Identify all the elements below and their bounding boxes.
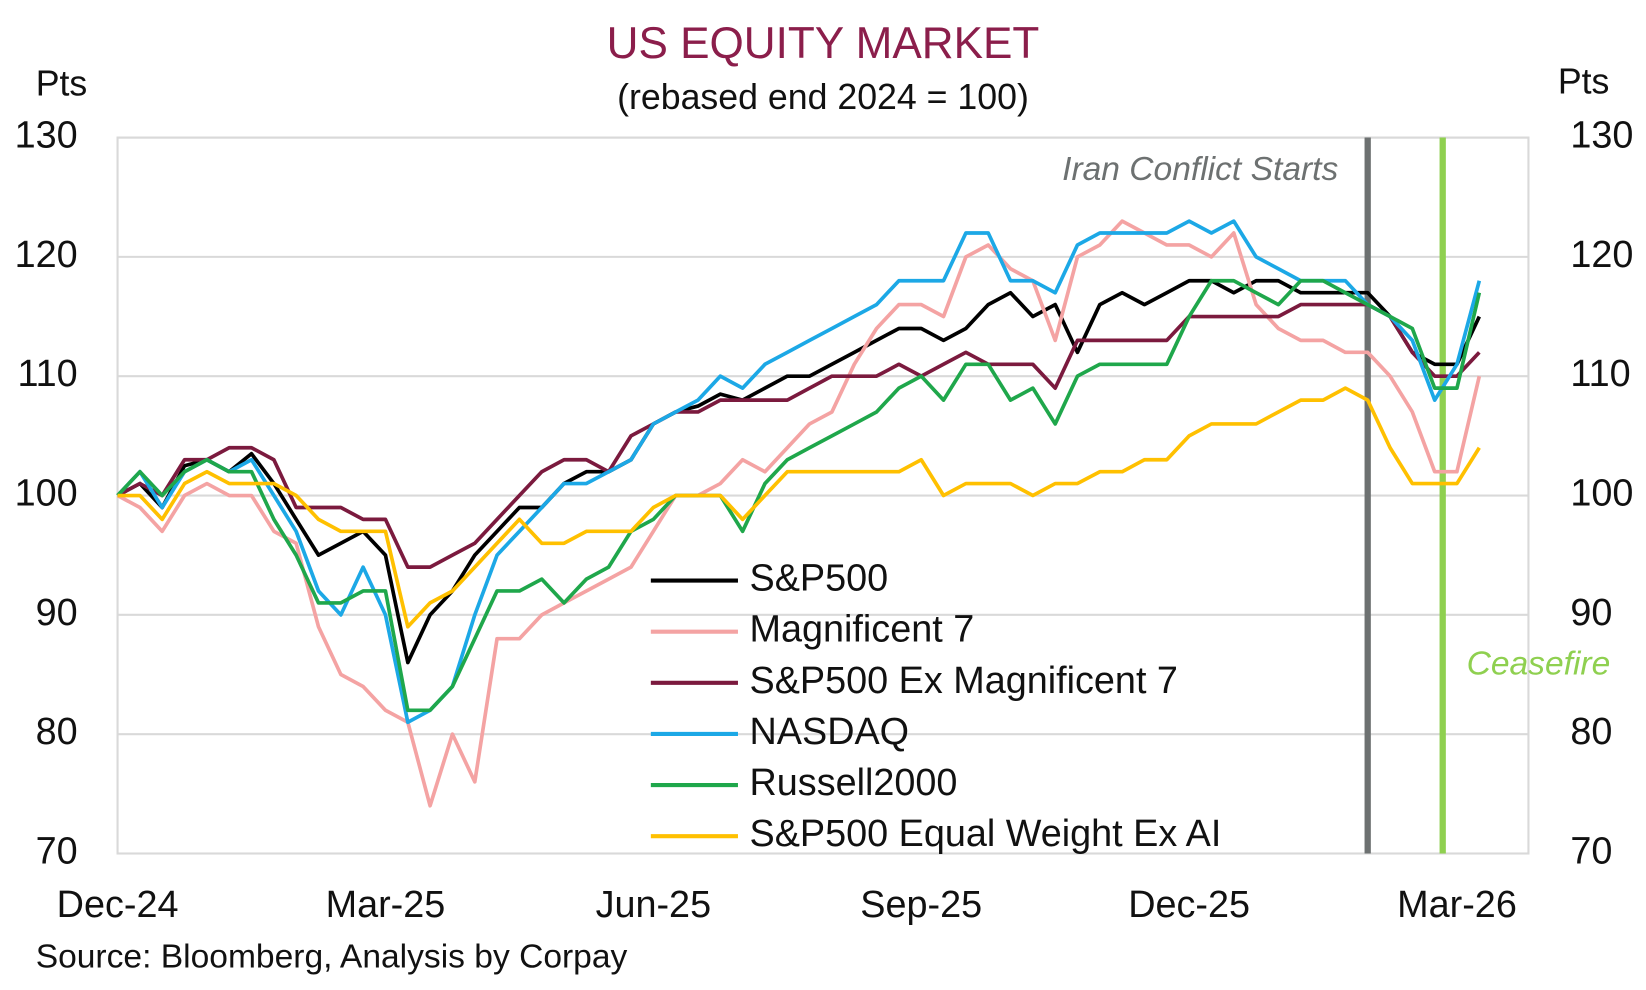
y2-axis-label: Pts: [1558, 61, 1610, 101]
series-line: [116, 302, 1481, 569]
series-line: [116, 278, 1482, 713]
legend-label: S&P500 Ex Magnificent 7: [750, 660, 1178, 702]
series-line: [117, 386, 1481, 629]
y2-tick-label: 80: [1570, 711, 1612, 753]
y-tick-label: 90: [36, 592, 78, 634]
legend-label: NASDAQ: [750, 711, 910, 753]
chart-subtitle: (rebased end 2024 = 100): [617, 77, 1029, 117]
legend-label: Russell2000: [750, 762, 958, 804]
y-tick-label: 80: [36, 711, 78, 753]
y-tick-label: 100: [15, 473, 78, 515]
y-tick-label: 70: [36, 830, 78, 872]
y2-tick-label: 90: [1570, 592, 1612, 634]
y2-tick-label: 130: [1570, 115, 1633, 157]
y-axis-label: Pts: [36, 64, 88, 104]
x-tick-label: Dec-25: [1128, 884, 1250, 926]
legend-label: S&P500: [750, 558, 889, 600]
series-line: [116, 278, 1481, 665]
series-line: [116, 219, 1482, 725]
source: Source: Bloomberg, Analysis by Corpay: [36, 938, 628, 975]
y2-tick-label: 100: [1570, 473, 1633, 515]
y2-tick-label: 110: [1570, 353, 1630, 395]
y2-tick-label: 120: [1570, 234, 1633, 276]
y-tick-label: 130: [15, 115, 78, 157]
legend-label: Magnificent 7: [750, 609, 975, 651]
y-tick-label: 120: [15, 234, 78, 276]
x-tick-label: Sep-25: [860, 884, 982, 926]
y-tick-label: 110: [17, 353, 77, 395]
y2-tick-label: 70: [1570, 830, 1612, 872]
annotation: Ceasefire: [1467, 645, 1611, 682]
x-tick-label: Jun-25: [596, 884, 712, 926]
x-tick-label: Mar-26: [1397, 884, 1517, 926]
legend-label: S&P500 Equal Weight Ex AI: [750, 813, 1222, 855]
chart-title: US EQUITY MARKET: [607, 19, 1040, 68]
annotation: Iran Conflict Starts: [1062, 151, 1338, 188]
x-tick-label: Dec-24: [57, 884, 179, 926]
x-tick-label: Mar-25: [326, 884, 446, 926]
